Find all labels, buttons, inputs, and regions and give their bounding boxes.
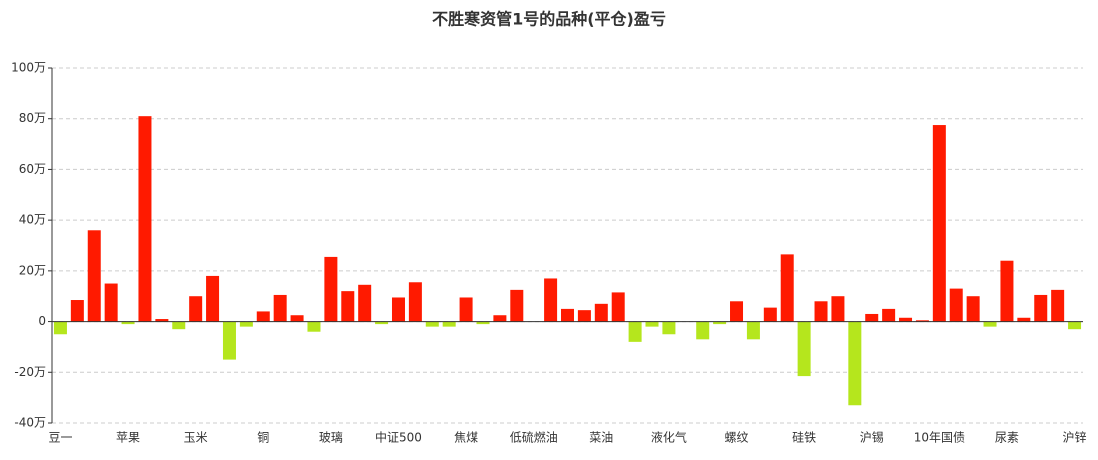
bar [983, 321, 997, 327]
x-tick-label: 玉米 [184, 431, 208, 445]
bar [87, 230, 101, 322]
bar [797, 321, 811, 377]
bar [70, 300, 84, 322]
bar [544, 278, 558, 322]
bar [746, 321, 760, 340]
bar [476, 321, 490, 325]
bar [121, 321, 135, 325]
bar [1034, 294, 1048, 322]
y-tick-label: 100万 [11, 61, 46, 75]
x-tick-label: 沪锡 [860, 430, 884, 445]
bar [222, 321, 236, 360]
bar [53, 321, 67, 335]
x-tick-label: 焦煤 [454, 431, 478, 445]
y-tick-label: 60万 [19, 162, 46, 176]
bar [882, 308, 896, 322]
x-tick-label: 低硫燃油 [510, 430, 558, 445]
bar [358, 284, 372, 322]
y-tick-label: 80万 [19, 111, 46, 125]
x-tick-label: 10年国债 [914, 431, 965, 445]
bar [561, 308, 574, 322]
bar [510, 289, 524, 322]
x-tick-label: 尿素 [995, 431, 1019, 445]
bar [814, 301, 828, 322]
y-tick-label: -40万 [14, 416, 46, 430]
bar [831, 296, 845, 322]
bar [408, 282, 422, 322]
bar [966, 296, 980, 322]
y-tick-label: 20万 [19, 263, 46, 277]
x-tick-label: 玻璃 [319, 431, 343, 445]
bar [375, 321, 389, 325]
bar [763, 307, 777, 322]
bar [932, 125, 946, 322]
bar [239, 321, 253, 327]
bar [1017, 317, 1031, 322]
bar [1068, 321, 1082, 330]
bar [713, 321, 727, 325]
bar [172, 321, 186, 330]
bar [442, 321, 456, 327]
bar [1000, 260, 1014, 322]
x-tick-label: 菜油 [589, 431, 613, 445]
y-tick-label: 0 [38, 314, 46, 328]
bar [391, 297, 405, 322]
bar [696, 321, 710, 340]
x-tick-label: 中证500 [375, 430, 422, 445]
x-tick-label: 液化气 [651, 430, 687, 445]
bar [594, 303, 608, 322]
bar [780, 254, 794, 322]
y-tick-label: 40万 [19, 213, 46, 227]
bar [324, 256, 338, 322]
bar [848, 321, 862, 406]
bar [206, 275, 220, 322]
bar [189, 296, 203, 322]
x-tick-label: 硅铁 [792, 431, 816, 445]
y-tick-label: -20万 [14, 365, 46, 379]
bar [493, 315, 507, 322]
bar [290, 315, 304, 322]
bar [155, 319, 169, 322]
x-tick-label: 沪锌 [1063, 431, 1087, 445]
bar [577, 310, 591, 322]
bar [307, 321, 321, 332]
x-tick-label: 苹果 [116, 431, 140, 445]
bar [949, 288, 963, 322]
bar [104, 283, 118, 322]
bar [459, 297, 473, 322]
bar [628, 321, 642, 342]
bar [915, 320, 929, 322]
bar [730, 301, 744, 322]
bar [138, 116, 152, 322]
bar [256, 311, 270, 322]
bar [645, 321, 659, 327]
x-tick-label: 铜 [257, 430, 269, 445]
x-tick-label: 豆一 [48, 431, 72, 445]
bar [341, 291, 355, 322]
bar [273, 294, 287, 322]
bar [1051, 289, 1065, 322]
x-tick-label: 螺纹 [725, 431, 749, 445]
bar [899, 317, 913, 322]
chart-title: 不胜寒资管1号的品种(平仓)盈亏 [432, 10, 666, 29]
bar [611, 292, 625, 322]
bar [865, 313, 879, 322]
bar [425, 321, 439, 327]
bar [662, 321, 676, 335]
